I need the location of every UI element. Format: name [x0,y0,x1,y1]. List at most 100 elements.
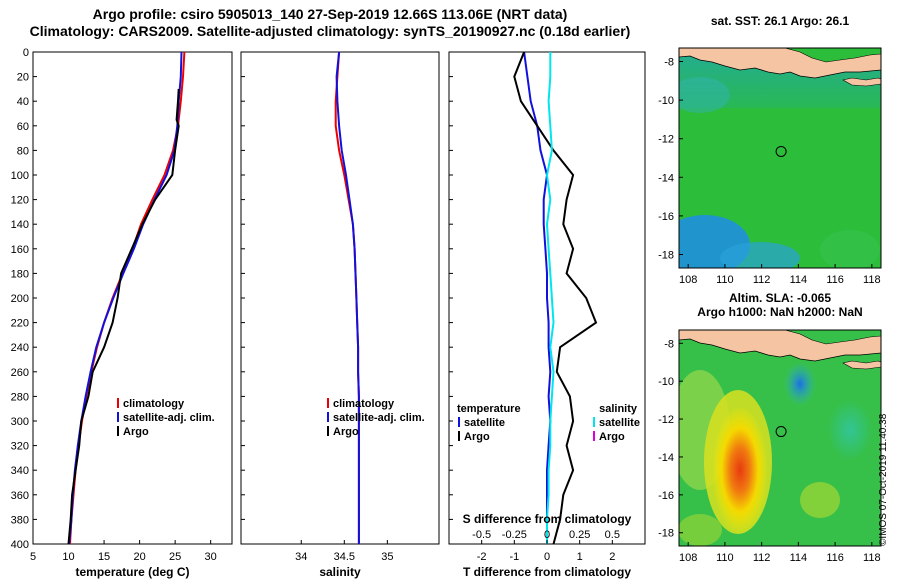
y-tick-label: -16 [658,211,674,223]
y-tick-label: 240 [11,342,29,354]
legend-label: satellite-adj. clim. [333,412,425,424]
legend-label: climatology [333,398,395,410]
x-tick-label: 118 [863,552,881,564]
imos-credit: ©IMOS 07-Oct-2019 11:40:38 [878,413,889,546]
y-tick-label: 360 [11,490,29,502]
x-tick-label: 114 [790,552,808,564]
top-tick-label: -0.25 [502,529,527,541]
x-tick-label: 20 [133,551,145,563]
top-tick-label: 0 [544,529,550,541]
argo-position-marker [775,426,787,438]
y-tick-label: 220 [11,318,29,330]
x-tick-label: 116 [826,552,844,564]
sla-map-axes: 108 110 112 114 116 118 -8 -10 -12 -14 -16 -18 [658,338,880,564]
y-tick-label: 320 [11,441,29,453]
y-tick-label: 0 [23,47,29,59]
top-tick-label: 0.25 [569,529,590,541]
x-tick-label: 108 [679,274,697,286]
x-axis-label: salinity [319,565,361,579]
top-tick-label: -0.5 [472,529,491,541]
y-tick-label: -12 [658,414,674,426]
y-tick-label: 120 [11,195,29,207]
sst-map-title: sat. SST: 26.1 Argo: 26.1 [711,14,850,28]
x-tick-label: 34 [295,551,307,563]
y-tick-label: -10 [658,376,674,388]
salinity-panel: 34 34.5 35 salinity climatology satellite-adj… [240,51,440,579]
y-tick-label: -18 [658,249,674,261]
sla-map-subtitle: Argo h1000: NaN h2000: NaN [697,305,862,319]
series-t-satellite [523,51,552,544]
figure-title-line2: Climatology: CARS2009. Satellite-adjuste… [29,23,631,39]
x-axis-label: T difference from climatology [463,565,631,579]
x-tick-label: 1 [577,551,583,563]
legend-label: satellite [599,417,640,429]
sst-map: sat. SST: 26.1 Argo: 26.1 108 110 112 114 11… [658,14,882,286]
legend-label: climatology [123,398,185,410]
legend-label: Argo [333,426,359,438]
y-tick-label: -12 [658,134,674,146]
y-tick-label: 60 [17,121,29,133]
argo-position-marker [775,145,787,157]
top-axis-label: S difference from climatology [463,512,632,526]
difference-panel: -2 -1 0 1 2 T difference from climatology temp… [448,51,646,579]
series-satellite-adj-clim- [335,51,360,544]
legend-label: satellite-adj. clim. [123,412,215,424]
x-axis-label: temperature (deg C) [75,565,189,579]
x-tick-label: 25 [169,551,181,563]
x-tick-label: -1 [509,551,519,563]
x-tick-label: 116 [826,274,844,286]
y-tick-label: -18 [658,528,674,540]
legend-title-temperature: temperature [457,403,521,415]
x-tick-label: 114 [790,274,808,286]
plot-frame [32,51,233,545]
sst-map-axes: 108 110 112 114 116 118 -8 -10 -12 -14 -16 -18 [658,57,880,286]
x-tick-label: -2 [477,551,487,563]
x-tick-label: 15 [98,551,110,563]
y-tick-label: 340 [11,465,29,477]
y-tick-label: 300 [11,416,29,428]
y-tick-label: 180 [11,268,29,280]
x-tick-label: 110 [716,274,734,286]
figure-title-line1: Argo profile: csiro 5905013_140 27-Sep-2… [92,6,568,22]
y-tick-label: -14 [658,172,674,184]
x-tick-label: 10 [62,551,74,563]
y-tick-label: 380 [11,514,29,526]
y-tick-label: 80 [17,145,29,157]
sla-map: Altim. SLA: -0.065 Argo h1000: NaN h2000… [658,291,882,564]
x-tick-label: 0 [544,551,550,563]
y-tick-label: -16 [658,490,674,502]
y-tick-label: 260 [11,367,29,379]
x-tick-label: 112 [753,274,771,286]
legend-title-salinity: salinity [599,403,638,415]
series-t-argo [513,51,598,545]
legend-label: satellite [464,417,505,429]
x-tick-label: 5 [30,551,36,563]
y-tick-label: -14 [658,452,674,464]
legend-label: Argo [599,431,625,443]
y-tick-label: 400 [11,539,29,551]
y-tick-label: 200 [11,293,29,305]
legend-label: Argo [464,431,490,443]
x-tick-label: 34.5 [334,551,355,563]
x-tick-label: 35 [381,551,393,563]
y-tick-label: -10 [658,95,674,107]
x-tick-label: 118 [863,274,881,286]
x-tick-label: 108 [679,552,697,564]
temperature-panel: 5 10 15 20 25 3002040608010012014016018020022… [11,47,233,579]
y-tick-label: 40 [17,96,29,108]
y-tick-label: 140 [11,219,29,231]
sla-map-title: Altim. SLA: -0.065 [729,291,831,305]
legend-label: Argo [123,426,149,438]
y-tick-label: -8 [664,57,674,69]
x-tick-label: 30 [205,551,217,563]
y-tick-label: 280 [11,391,29,403]
y-tick-label: 160 [11,244,29,256]
series-argo [67,88,180,545]
y-tick-label: -8 [664,338,674,350]
y-tick-label: 20 [17,72,29,84]
top-tick-label: 0.5 [605,529,620,541]
series-s-satellite [545,52,555,544]
x-tick-label: 2 [609,551,615,563]
y-tick-label: 100 [11,170,29,182]
